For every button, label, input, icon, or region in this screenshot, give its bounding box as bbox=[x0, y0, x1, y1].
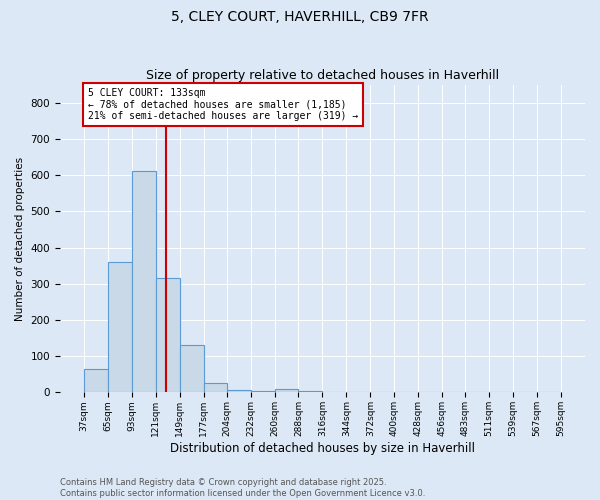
Bar bbox=[155, 278, 179, 392]
Bar bbox=[179, 346, 203, 393]
Bar bbox=[275, 389, 298, 392]
Bar bbox=[131, 172, 155, 392]
Bar bbox=[203, 382, 227, 392]
X-axis label: Distribution of detached houses by size in Haverhill: Distribution of detached houses by size … bbox=[170, 442, 475, 455]
Title: Size of property relative to detached houses in Haverhill: Size of property relative to detached ho… bbox=[146, 69, 499, 82]
Text: 5, CLEY COURT, HAVERHILL, CB9 7FR: 5, CLEY COURT, HAVERHILL, CB9 7FR bbox=[171, 10, 429, 24]
Bar bbox=[84, 369, 108, 392]
Text: Contains HM Land Registry data © Crown copyright and database right 2025.
Contai: Contains HM Land Registry data © Crown c… bbox=[60, 478, 425, 498]
Bar bbox=[251, 390, 275, 392]
Text: 5 CLEY COURT: 133sqm
← 78% of detached houses are smaller (1,185)
21% of semi-de: 5 CLEY COURT: 133sqm ← 78% of detached h… bbox=[88, 88, 358, 121]
Bar bbox=[298, 390, 322, 392]
Y-axis label: Number of detached properties: Number of detached properties bbox=[15, 156, 25, 320]
Bar bbox=[108, 262, 131, 392]
Bar bbox=[227, 390, 251, 392]
